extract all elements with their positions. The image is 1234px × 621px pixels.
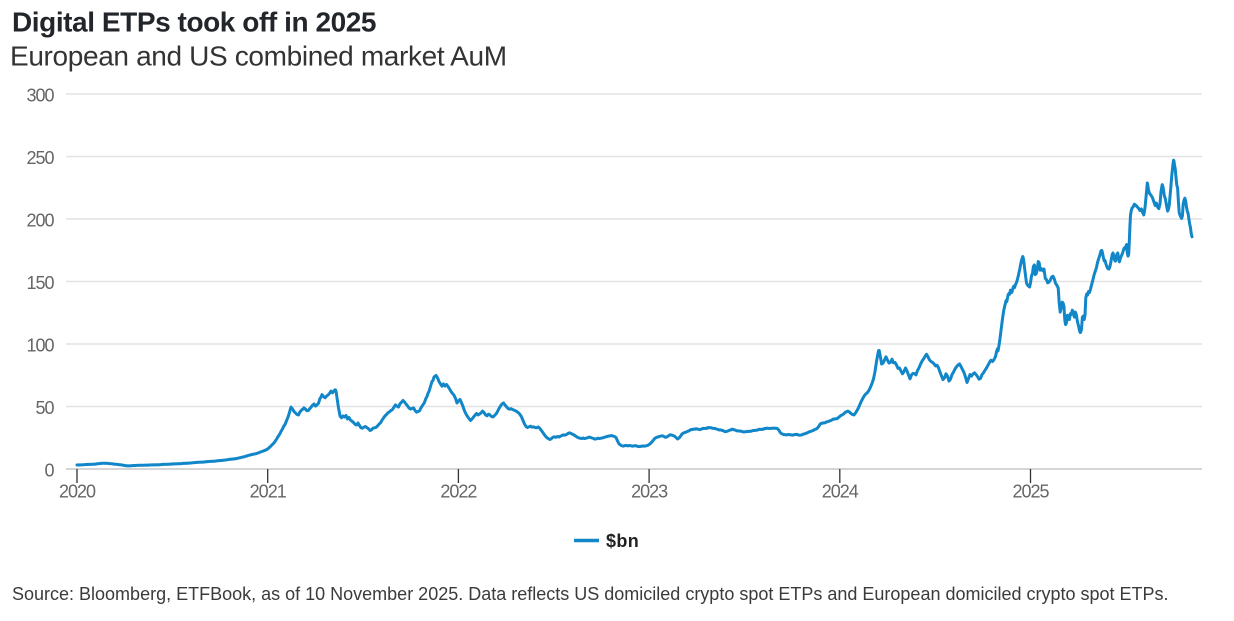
svg-text:100: 100 [26, 335, 54, 355]
svg-text:50: 50 [35, 398, 54, 418]
svg-text:2020: 2020 [59, 482, 96, 502]
svg-text:0: 0 [44, 460, 54, 480]
svg-text:200: 200 [26, 210, 54, 230]
svg-text:Digital ETPs took off in 2025: Digital ETPs took off in 2025 [12, 7, 376, 38]
svg-text:2023: 2023 [631, 482, 668, 502]
svg-text:250: 250 [26, 148, 54, 168]
svg-text:2024: 2024 [822, 482, 859, 502]
svg-text:300: 300 [26, 85, 54, 105]
svg-text:150: 150 [26, 273, 54, 293]
svg-text:2022: 2022 [440, 482, 477, 502]
svg-text:2021: 2021 [250, 482, 287, 502]
svg-text:Source: Bloomberg, ETFBook, as: Source: Bloomberg, ETFBook, as of 10 Nov… [12, 584, 1169, 604]
svg-text:$bn: $bn [606, 531, 639, 551]
svg-text:European and US combined marke: European and US combined market AuM [10, 41, 507, 72]
svg-text:2025: 2025 [1012, 482, 1049, 502]
